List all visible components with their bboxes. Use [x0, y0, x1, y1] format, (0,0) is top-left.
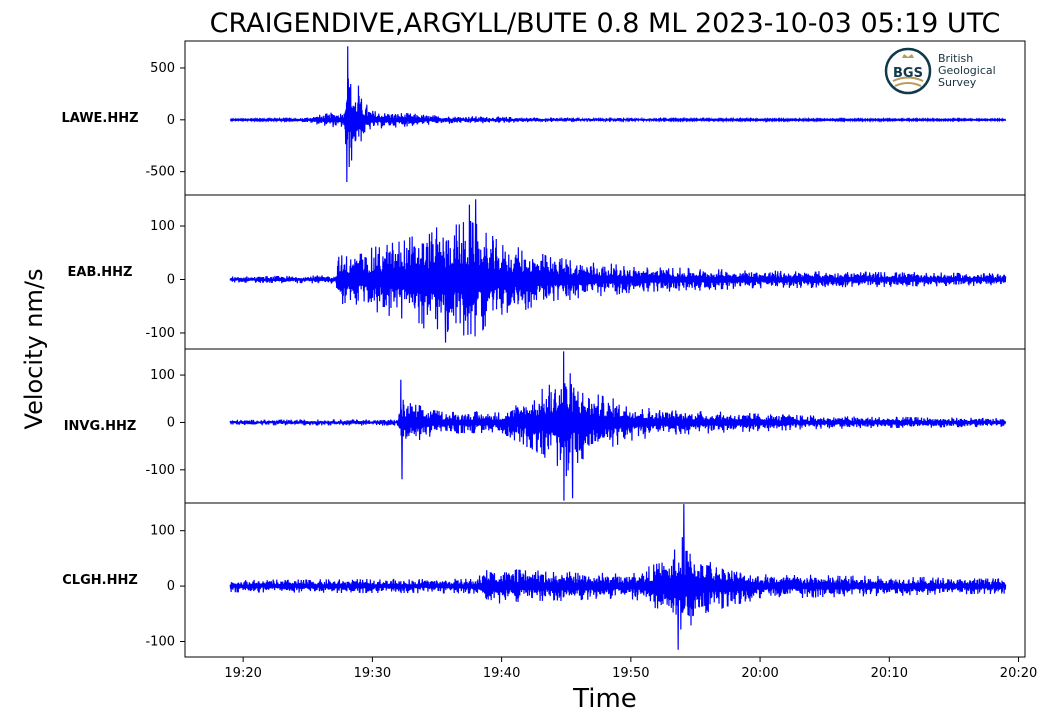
y-tick-label: 100 [150, 219, 175, 234]
waveform-trace [229, 504, 1007, 650]
x-tick-label: 20:20 [1000, 666, 1037, 681]
y-tick-label: 0 [167, 272, 175, 287]
x-tick-label: 20:00 [741, 666, 778, 681]
panels: LAWE.HHZ 500 0 -500 EAB.HHZ 100 0 -100 INVG.HHZ 1… [61, 40, 1026, 658]
x-tick-label: 20:10 [871, 666, 908, 681]
y-tick-label: 100 [150, 524, 175, 539]
waveform-trace [229, 199, 1007, 343]
panel-frame [184, 502, 1026, 658]
y-tick-label: 0 [167, 579, 175, 594]
logo-abbr: BGS [893, 66, 923, 81]
logo-ring [884, 47, 932, 95]
x-tick-label: 19:40 [483, 666, 520, 681]
panel-lawe-hhz: LAWE.HHZ 500 0 -500 [61, 40, 1026, 196]
logo-line-1: British [938, 52, 973, 65]
logo-line-2: Geological [938, 64, 996, 77]
y-tick-label: 0 [167, 415, 175, 430]
station-label: CLGH.HHZ [62, 573, 138, 588]
y-tick-label: -100 [145, 463, 175, 478]
y-tick-label: -100 [145, 326, 175, 341]
logo-wave [892, 76, 924, 82]
y-tick-label: 500 [150, 61, 175, 76]
x-tick-label: 19:50 [612, 666, 649, 681]
y-tick-label: 0 [167, 113, 175, 128]
panel-clgh-hhz: CLGH.HHZ 100 0 -100 [62, 502, 1026, 658]
panel-invg-hhz: INVG.HHZ 100 0 -100 [64, 348, 1026, 504]
bgs-logo: BGS British Geological Survey [884, 47, 996, 95]
x-axis-label: Time [572, 684, 637, 714]
logo-wave [894, 82, 922, 87]
y-axis-label: Velocity nm/s [20, 269, 48, 430]
station-label: EAB.HHZ [68, 265, 133, 280]
crown-icon [902, 54, 914, 58]
panel-eab-hhz: EAB.HHZ 100 0 -100 [68, 194, 1026, 350]
waveform-trace [229, 46, 1007, 183]
y-tick-label: 100 [150, 368, 175, 383]
station-label: LAWE.HHZ [61, 111, 138, 126]
chart-title: CRAIGENDIVE,ARGYLL/BUTE 0.8 ML 2023-10-0… [210, 8, 1001, 39]
y-tick-label: -100 [145, 634, 175, 649]
y-tick-label: -500 [145, 165, 175, 180]
waveform-trace [229, 351, 1007, 501]
x-tick-label: 19:20 [224, 666, 261, 681]
x-axis-ticks: 19:20 19:30 19:40 19:50 20:00 20:10 20:20 [224, 657, 1037, 681]
logo-line-3: Survey [938, 76, 977, 89]
x-tick-label: 19:30 [354, 666, 391, 681]
station-label: INVG.HHZ [64, 419, 137, 434]
